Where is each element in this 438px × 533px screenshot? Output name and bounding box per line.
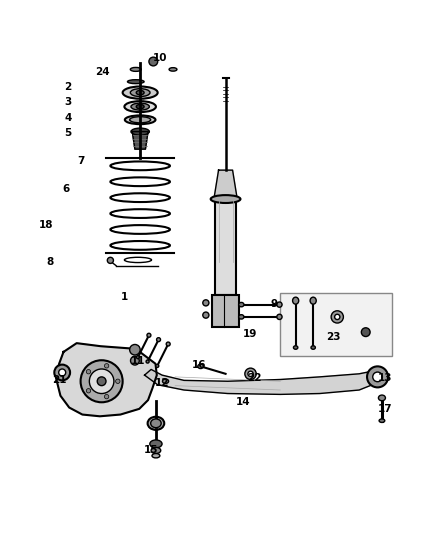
Circle shape <box>86 389 91 393</box>
Ellipse shape <box>123 86 158 99</box>
Ellipse shape <box>166 342 170 346</box>
Ellipse shape <box>131 68 141 71</box>
Ellipse shape <box>169 68 177 71</box>
Ellipse shape <box>148 417 164 430</box>
Text: 24: 24 <box>95 67 110 77</box>
Ellipse shape <box>239 314 244 319</box>
Bar <box>280 293 392 356</box>
Ellipse shape <box>124 101 156 112</box>
Bar <box>212 295 239 327</box>
Ellipse shape <box>152 454 160 458</box>
Ellipse shape <box>136 356 139 359</box>
Circle shape <box>97 377 106 386</box>
Circle shape <box>107 257 113 263</box>
Ellipse shape <box>239 302 244 307</box>
Ellipse shape <box>136 91 144 95</box>
Circle shape <box>54 365 70 381</box>
Circle shape <box>59 369 66 376</box>
Text: 17: 17 <box>378 404 393 414</box>
Ellipse shape <box>211 195 240 203</box>
Circle shape <box>361 328 370 336</box>
Circle shape <box>104 394 109 399</box>
Circle shape <box>277 314 282 319</box>
Ellipse shape <box>156 338 160 342</box>
Circle shape <box>203 300 209 306</box>
Ellipse shape <box>151 419 161 427</box>
Text: 6: 6 <box>62 183 69 193</box>
Circle shape <box>331 311 343 323</box>
Ellipse shape <box>125 115 155 124</box>
Text: 7: 7 <box>78 156 85 166</box>
Ellipse shape <box>378 395 385 401</box>
Ellipse shape <box>136 104 144 109</box>
Circle shape <box>89 369 114 393</box>
Text: 19: 19 <box>243 329 257 340</box>
Text: 3: 3 <box>64 97 71 107</box>
Circle shape <box>104 364 109 368</box>
Ellipse shape <box>150 440 162 448</box>
Circle shape <box>245 368 256 379</box>
Circle shape <box>86 369 91 374</box>
Ellipse shape <box>127 80 144 84</box>
Circle shape <box>367 366 388 387</box>
Text: 21: 21 <box>52 375 67 385</box>
Text: 8: 8 <box>47 257 54 267</box>
Ellipse shape <box>131 128 149 135</box>
Text: 12: 12 <box>155 377 170 387</box>
Circle shape <box>116 379 120 383</box>
Circle shape <box>131 356 139 365</box>
Ellipse shape <box>293 297 299 304</box>
Ellipse shape <box>151 447 161 454</box>
Ellipse shape <box>155 365 159 367</box>
Ellipse shape <box>379 419 385 423</box>
Polygon shape <box>56 343 157 416</box>
Text: 15: 15 <box>144 446 159 456</box>
Ellipse shape <box>146 360 149 363</box>
Text: 13: 13 <box>378 373 393 383</box>
Text: 2: 2 <box>64 82 71 92</box>
Text: 4: 4 <box>64 112 71 123</box>
Circle shape <box>149 57 158 66</box>
Circle shape <box>203 312 209 318</box>
Polygon shape <box>145 369 380 394</box>
Text: 1: 1 <box>121 292 128 302</box>
Text: 18: 18 <box>39 220 53 230</box>
Bar <box>215 199 236 295</box>
Ellipse shape <box>131 88 150 96</box>
Text: 23: 23 <box>325 332 340 342</box>
Circle shape <box>248 371 253 376</box>
Text: 9: 9 <box>270 298 277 309</box>
Ellipse shape <box>131 103 149 110</box>
Circle shape <box>81 360 123 402</box>
Text: 5: 5 <box>64 128 71 138</box>
Ellipse shape <box>198 364 203 368</box>
Text: 14: 14 <box>236 397 251 407</box>
Text: 10: 10 <box>152 53 167 63</box>
Circle shape <box>373 372 382 382</box>
Circle shape <box>335 314 340 320</box>
Polygon shape <box>132 132 148 149</box>
Circle shape <box>130 344 140 355</box>
Ellipse shape <box>130 117 151 123</box>
Text: 22: 22 <box>247 373 261 383</box>
Text: 16: 16 <box>192 360 207 370</box>
Text: 11: 11 <box>131 356 145 366</box>
Ellipse shape <box>293 346 298 349</box>
Polygon shape <box>214 170 237 197</box>
Circle shape <box>277 302 282 307</box>
Ellipse shape <box>147 333 151 337</box>
Ellipse shape <box>311 346 315 349</box>
Ellipse shape <box>162 379 169 383</box>
Ellipse shape <box>310 297 316 304</box>
